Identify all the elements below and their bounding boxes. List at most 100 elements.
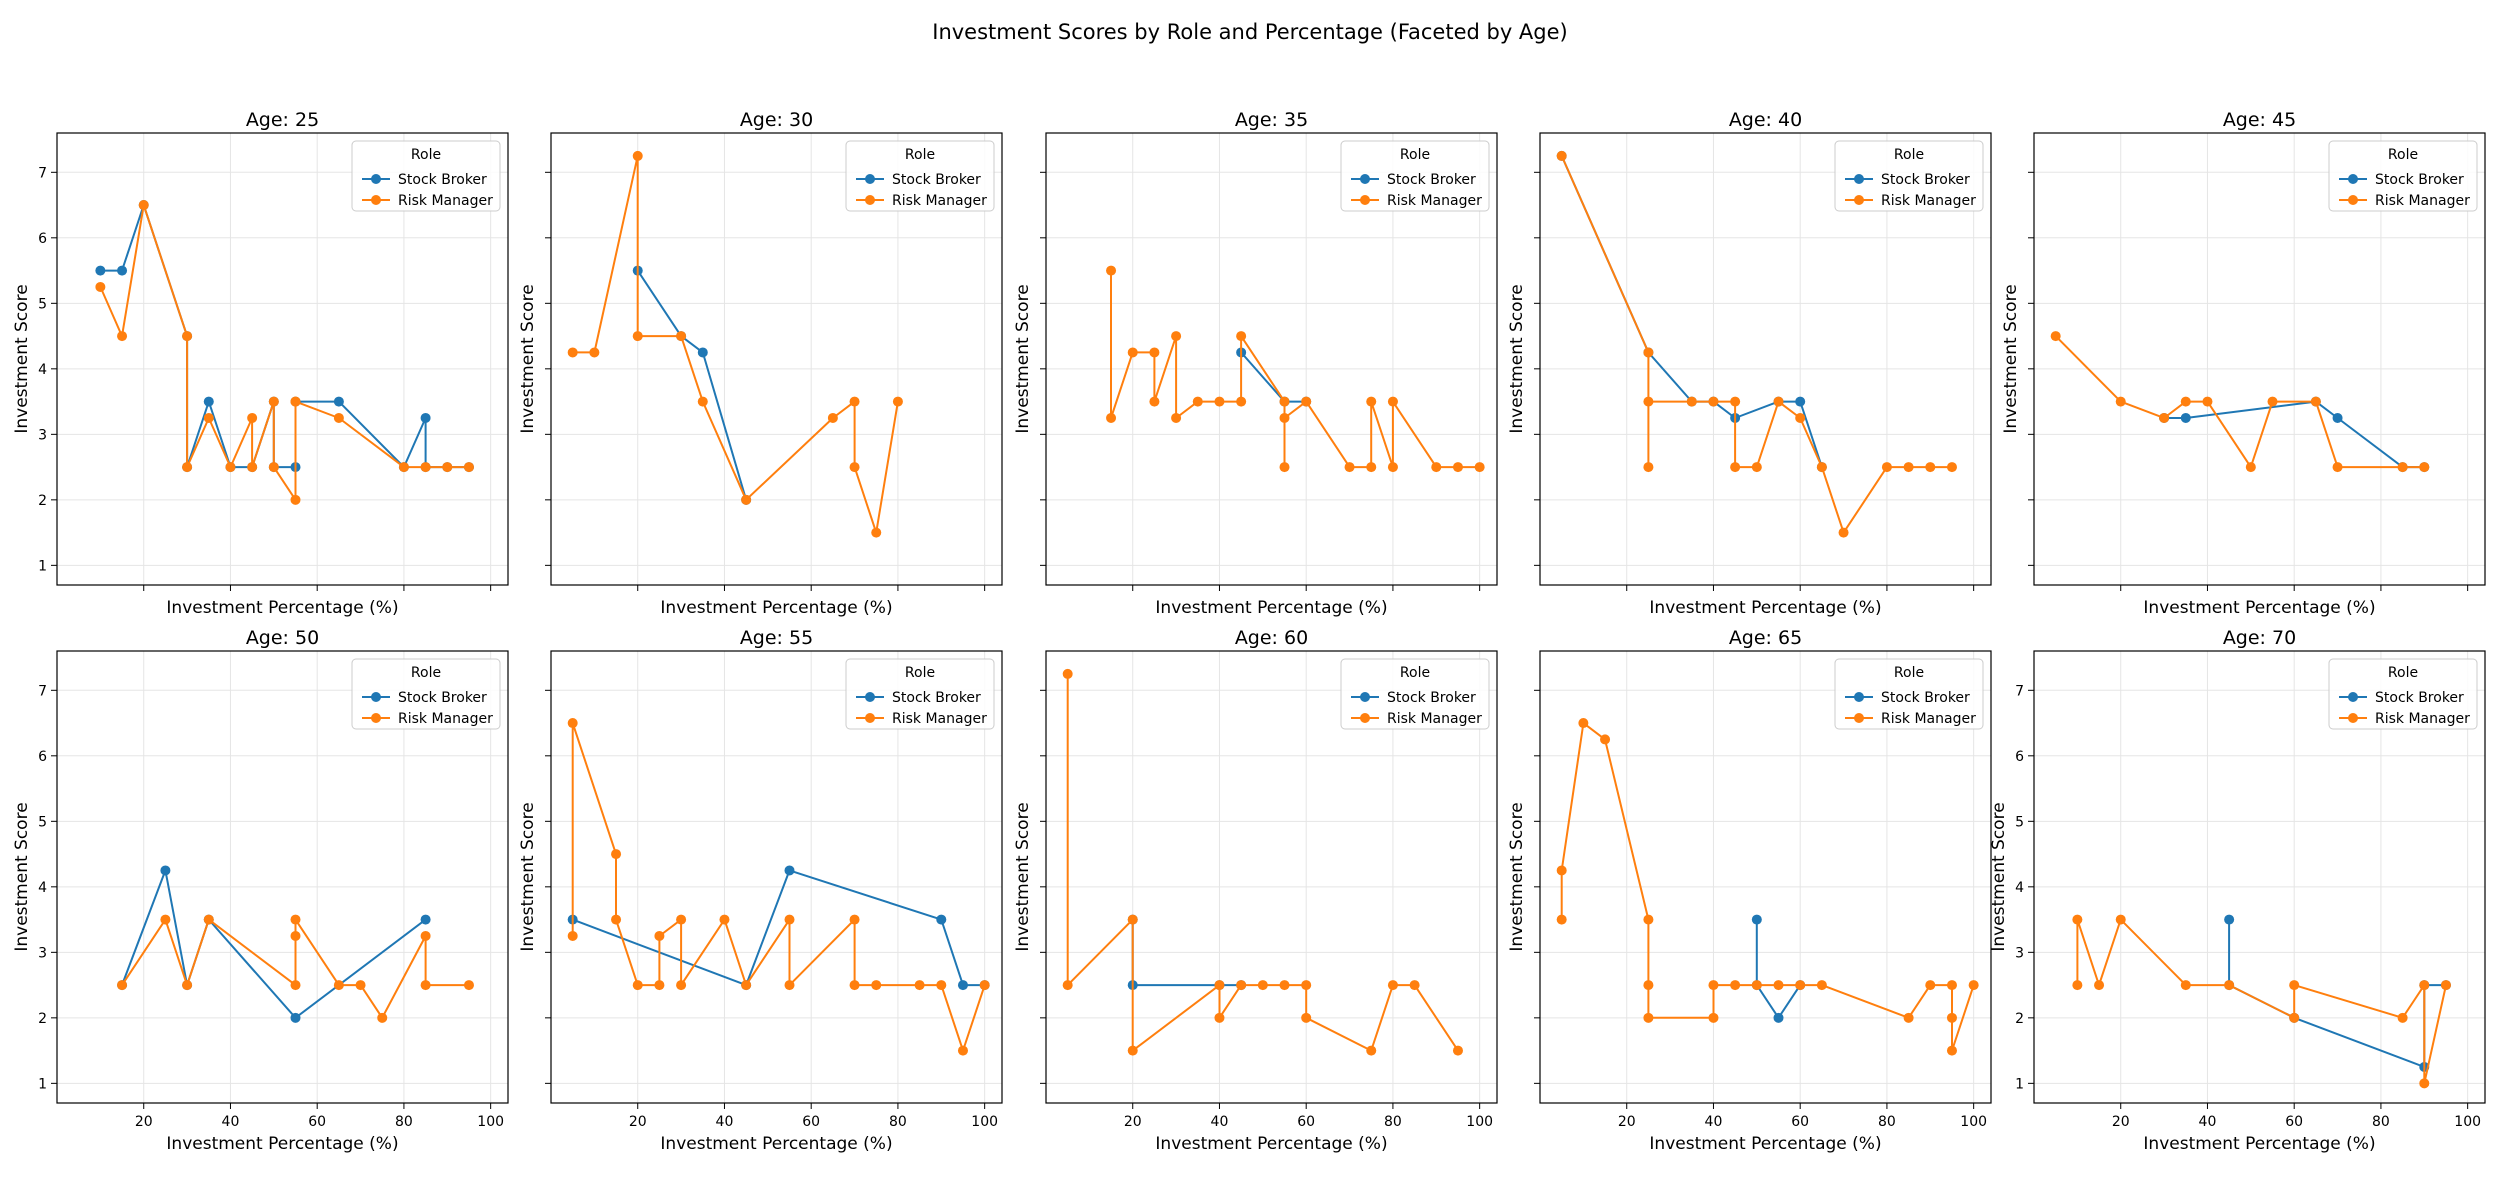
data-point [1773,396,1784,407]
data-point [2419,1078,2430,1089]
facet-title: Age: 50 [246,627,319,649]
data-point [849,462,860,473]
y-tick-label: 7 [2015,683,2024,699]
legend-marker [2348,174,2358,184]
data-point [247,462,258,473]
x-tick-label: 100 [971,1114,998,1130]
legend-box [845,658,995,730]
data-point [611,914,622,925]
series-line [572,154,899,534]
data-point [1816,980,1827,991]
facet-panel: 20 40 60 80 100 Investment Percentage (%) Inve… [1507,627,1992,1154]
legend-label: Risk Manager [1881,711,1976,727]
x-tick-label: 60 [308,1114,326,1130]
legend-box [351,140,501,212]
data-point [1257,980,1268,991]
data-point [632,331,643,342]
data-point [2289,1012,2300,1023]
data-point [182,980,193,991]
plot-frame [2033,132,2486,586]
data-point [1730,462,1741,473]
data-point [567,718,578,729]
legend-marker [865,692,875,702]
data-point [849,980,860,991]
facet-title: Age: 65 [1729,627,1802,649]
x-axis-label: Investment Percentage (%) [166,1134,398,1154]
x-axis-label: Investment Percentage (%) [1649,1134,1881,1154]
y-tick-label: 4 [2015,880,2024,896]
legend-label: Stock Broker [398,172,487,188]
data-point [567,930,578,941]
series-line [636,270,748,501]
data-point [1214,396,1225,407]
data-point [2224,914,2235,925]
data-point [654,980,665,991]
facet-title: Age: 40 [1729,109,1802,131]
y-tick-label: 3 [38,427,47,443]
data-point [1946,462,1957,473]
data-point [1236,331,1247,342]
facet-title: Age: 70 [2223,627,2296,649]
legend-title: Role [2388,147,2418,163]
legend-marker [371,195,381,205]
y-tick-label: 1 [2015,1076,2024,1092]
legend-label: Risk Manager [2375,711,2470,727]
plot-frame [56,650,509,1104]
data-point [654,930,665,941]
legend-marker [865,713,875,723]
data-point [182,462,193,473]
x-tick-label: 60 [2285,1114,2303,1130]
facet-panel: 20 40 60 80 100 Investment Percentage (%) Inve… [518,627,1003,1154]
data-point [2397,462,2408,473]
data-point [117,980,128,991]
data-point [1773,1012,1784,1023]
data-point [741,980,752,991]
legend-title: Role [1400,147,1430,163]
data-point [632,150,643,161]
data-point [333,412,344,423]
x-tick-label: 80 [395,1114,413,1130]
data-point [2202,396,2213,407]
data-point [2180,980,2191,991]
data-point [2289,980,2300,991]
figure-title: Investment Scores by Role and Percentage… [932,20,1568,44]
legend-box [1340,140,1490,212]
data-point [420,462,431,473]
x-axis-label: Investment Percentage (%) [660,1134,892,1154]
legend-label: Risk Manager [2375,193,2470,209]
data-point [1643,1012,1654,1023]
y-tick-label: 4 [38,362,47,378]
x-tick-label: 100 [2454,1114,2481,1130]
y-axis-label: Investment Score [12,802,32,951]
data-point [979,980,990,991]
data-point [95,281,106,292]
data-point [160,865,171,876]
legend-marker [1854,195,1864,205]
y-axis-label: Investment Score [1507,802,1527,951]
data-point [892,396,903,407]
data-point [611,849,622,860]
data-point [1903,462,1914,473]
data-point [2180,396,2191,407]
data-point [398,462,409,473]
data-point [849,396,860,407]
facet-panel: 1 2 3 4 5 6 7 Investment Percentage (%) Investme… [12,109,509,618]
data-point [290,914,301,925]
data-point [1556,914,1567,925]
data-point [420,930,431,941]
data-point [2159,412,2170,423]
data-point [1816,462,1827,473]
data-point [1149,347,1160,358]
x-axis-label: Investment Percentage (%) [2143,598,2375,618]
data-point [1925,462,1936,473]
legend-box [2328,140,2478,212]
data-point [1730,980,1741,991]
data-point [2397,1012,2408,1023]
data-point [1751,462,1762,473]
y-tick-label: 7 [38,683,47,699]
data-point [1192,396,1203,407]
data-point [1773,980,1784,991]
legend-box [351,658,501,730]
data-point [957,980,968,991]
